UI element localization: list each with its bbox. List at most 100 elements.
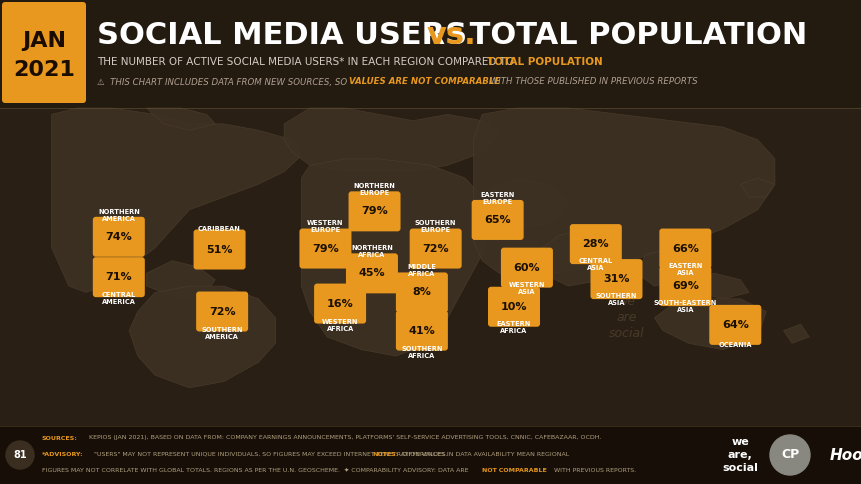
Text: we: we xyxy=(731,437,749,447)
Text: 79%: 79% xyxy=(361,206,388,216)
FancyBboxPatch shape xyxy=(472,200,523,240)
FancyBboxPatch shape xyxy=(300,228,351,269)
Text: MIDDLE
AFRICA: MIDDLE AFRICA xyxy=(407,264,437,277)
Text: NORTHERN
EUROPE: NORTHERN EUROPE xyxy=(354,183,395,196)
Text: CP: CP xyxy=(781,449,799,462)
FancyBboxPatch shape xyxy=(570,224,622,264)
Text: WITH THOSE PUBLISHED IN PREVIOUS REPORTS: WITH THOSE PUBLISHED IN PREVIOUS REPORTS xyxy=(487,77,697,87)
Text: THE NUMBER OF ACTIVE SOCIAL MEDIA USERS* IN EACH REGION COMPARED TO: THE NUMBER OF ACTIVE SOCIAL MEDIA USERS*… xyxy=(97,57,517,67)
Text: 31%: 31% xyxy=(604,274,629,284)
Text: CENTRAL
AMERICA: CENTRAL AMERICA xyxy=(102,292,136,305)
Text: 10%: 10% xyxy=(501,302,527,312)
FancyBboxPatch shape xyxy=(488,287,540,327)
Text: EASTERN
AFRICA: EASTERN AFRICA xyxy=(497,321,531,334)
Text: 2021: 2021 xyxy=(13,60,75,79)
FancyBboxPatch shape xyxy=(660,228,711,269)
Text: 51%: 51% xyxy=(207,244,232,255)
Text: Hootsuite®: Hootsuite® xyxy=(830,448,861,463)
Polygon shape xyxy=(534,229,620,286)
Text: TOTAL POPULATION: TOTAL POPULATION xyxy=(487,57,603,67)
Text: 79%: 79% xyxy=(312,243,339,254)
Text: NORTHERN
AFRICA: NORTHERN AFRICA xyxy=(351,245,393,258)
Text: social: social xyxy=(722,463,758,473)
Text: SOUTHERN
ASIA: SOUTHERN ASIA xyxy=(596,293,637,306)
Text: DIFFERENCES IN DATA AVAILABILITY MEAN REGIONAL: DIFFERENCES IN DATA AVAILABILITY MEAN RE… xyxy=(400,452,569,456)
Text: KEPIOS (JAN 2021), BASED ON DATA FROM: COMPANY EARNINGS ANNOUNCEMENTS, PLATFORMS: KEPIOS (JAN 2021), BASED ON DATA FROM: C… xyxy=(89,436,601,440)
Text: ⚠  THIS CHART INCLUDES DATA FROM NEW SOURCES, SO: ⚠ THIS CHART INCLUDES DATA FROM NEW SOUR… xyxy=(97,77,350,87)
Polygon shape xyxy=(474,108,775,273)
FancyBboxPatch shape xyxy=(93,217,145,257)
Polygon shape xyxy=(689,273,749,299)
FancyBboxPatch shape xyxy=(93,257,145,297)
Text: SOCIAL MEDIA USERS: SOCIAL MEDIA USERS xyxy=(97,21,478,50)
Text: 69%: 69% xyxy=(672,281,699,291)
Text: WESTERN
AFRICA: WESTERN AFRICA xyxy=(322,318,358,332)
Text: 8%: 8% xyxy=(412,287,431,298)
Text: 64%: 64% xyxy=(722,320,749,330)
FancyBboxPatch shape xyxy=(346,253,398,293)
FancyBboxPatch shape xyxy=(396,272,448,313)
Text: 72%: 72% xyxy=(209,306,235,317)
Text: 65%: 65% xyxy=(485,215,511,225)
Text: 66%: 66% xyxy=(672,243,699,254)
Text: 71%: 71% xyxy=(106,272,132,282)
Text: SOURCES:: SOURCES: xyxy=(42,436,77,440)
FancyBboxPatch shape xyxy=(349,191,400,231)
Text: vs.: vs. xyxy=(427,21,477,50)
Polygon shape xyxy=(146,108,215,130)
Text: 74%: 74% xyxy=(105,232,133,242)
Polygon shape xyxy=(146,261,215,299)
Text: 60%: 60% xyxy=(514,263,540,272)
Text: 41%: 41% xyxy=(408,326,436,335)
Text: FIGURES MAY NOT CORRELATE WITH GLOBAL TOTALS. REGIONS AS PER THE U.N. GEOSCHEME.: FIGURES MAY NOT CORRELATE WITH GLOBAL TO… xyxy=(42,468,470,472)
Polygon shape xyxy=(301,159,491,356)
Text: CARIBBEAN: CARIBBEAN xyxy=(198,226,241,232)
FancyBboxPatch shape xyxy=(396,311,448,350)
Bar xyxy=(0,0,861,108)
Polygon shape xyxy=(637,248,689,286)
Bar xyxy=(0,426,861,484)
Text: WESTERN
EUROPE: WESTERN EUROPE xyxy=(307,220,344,233)
Text: OCEANIA: OCEANIA xyxy=(719,342,752,348)
Text: JAN: JAN xyxy=(22,31,66,51)
Text: VALUES ARE NOT COMPARABLE: VALUES ARE NOT COMPARABLE xyxy=(349,77,500,87)
Bar xyxy=(0,108,861,426)
Polygon shape xyxy=(284,108,499,172)
FancyBboxPatch shape xyxy=(194,229,245,270)
Text: 28%: 28% xyxy=(583,239,609,249)
FancyBboxPatch shape xyxy=(314,284,366,324)
Polygon shape xyxy=(52,108,301,292)
Text: EASTERN
EUROPE: EASTERN EUROPE xyxy=(480,192,515,205)
Polygon shape xyxy=(784,324,809,343)
Circle shape xyxy=(6,441,34,469)
Text: 72%: 72% xyxy=(423,243,449,254)
Text: WESTERN
ASIA: WESTERN ASIA xyxy=(509,282,545,295)
Polygon shape xyxy=(129,286,276,388)
Text: NOTES:: NOTES: xyxy=(372,452,399,456)
Text: 16%: 16% xyxy=(326,299,354,309)
Text: we
are
social: we are social xyxy=(609,295,645,340)
Text: NOT COMPARABLE: NOT COMPARABLE xyxy=(482,468,547,472)
FancyBboxPatch shape xyxy=(501,248,553,287)
Text: SOUTHERN
AFRICA: SOUTHERN AFRICA xyxy=(401,346,443,359)
Text: 45%: 45% xyxy=(359,268,385,278)
Polygon shape xyxy=(482,178,568,229)
Text: TOTAL POPULATION: TOTAL POPULATION xyxy=(459,21,808,50)
Text: EASTERN
ASIA: EASTERN ASIA xyxy=(668,263,703,276)
Text: SOUTHERN
EUROPE: SOUTHERN EUROPE xyxy=(415,220,456,233)
Text: CENTRAL
ASIA: CENTRAL ASIA xyxy=(579,258,613,271)
Text: NORTHERN
AMERICA: NORTHERN AMERICA xyxy=(98,209,139,222)
FancyBboxPatch shape xyxy=(196,291,248,332)
Text: "USERS" MAY NOT REPRESENT UNIQUE INDIVIDUALS, SO FIGURES MAY EXCEED INTERNET PEN: "USERS" MAY NOT REPRESENT UNIQUE INDIVID… xyxy=(94,452,452,456)
Circle shape xyxy=(770,435,810,475)
FancyBboxPatch shape xyxy=(410,228,461,269)
Text: are,: are, xyxy=(728,450,753,460)
Polygon shape xyxy=(740,178,775,197)
FancyBboxPatch shape xyxy=(660,266,711,306)
Text: WITH PREVIOUS REPORTS.: WITH PREVIOUS REPORTS. xyxy=(552,468,636,472)
Text: 81: 81 xyxy=(13,450,27,460)
Polygon shape xyxy=(654,299,766,349)
Text: *ADVISORY:: *ADVISORY: xyxy=(42,452,84,456)
FancyBboxPatch shape xyxy=(591,259,642,299)
FancyBboxPatch shape xyxy=(2,2,86,103)
